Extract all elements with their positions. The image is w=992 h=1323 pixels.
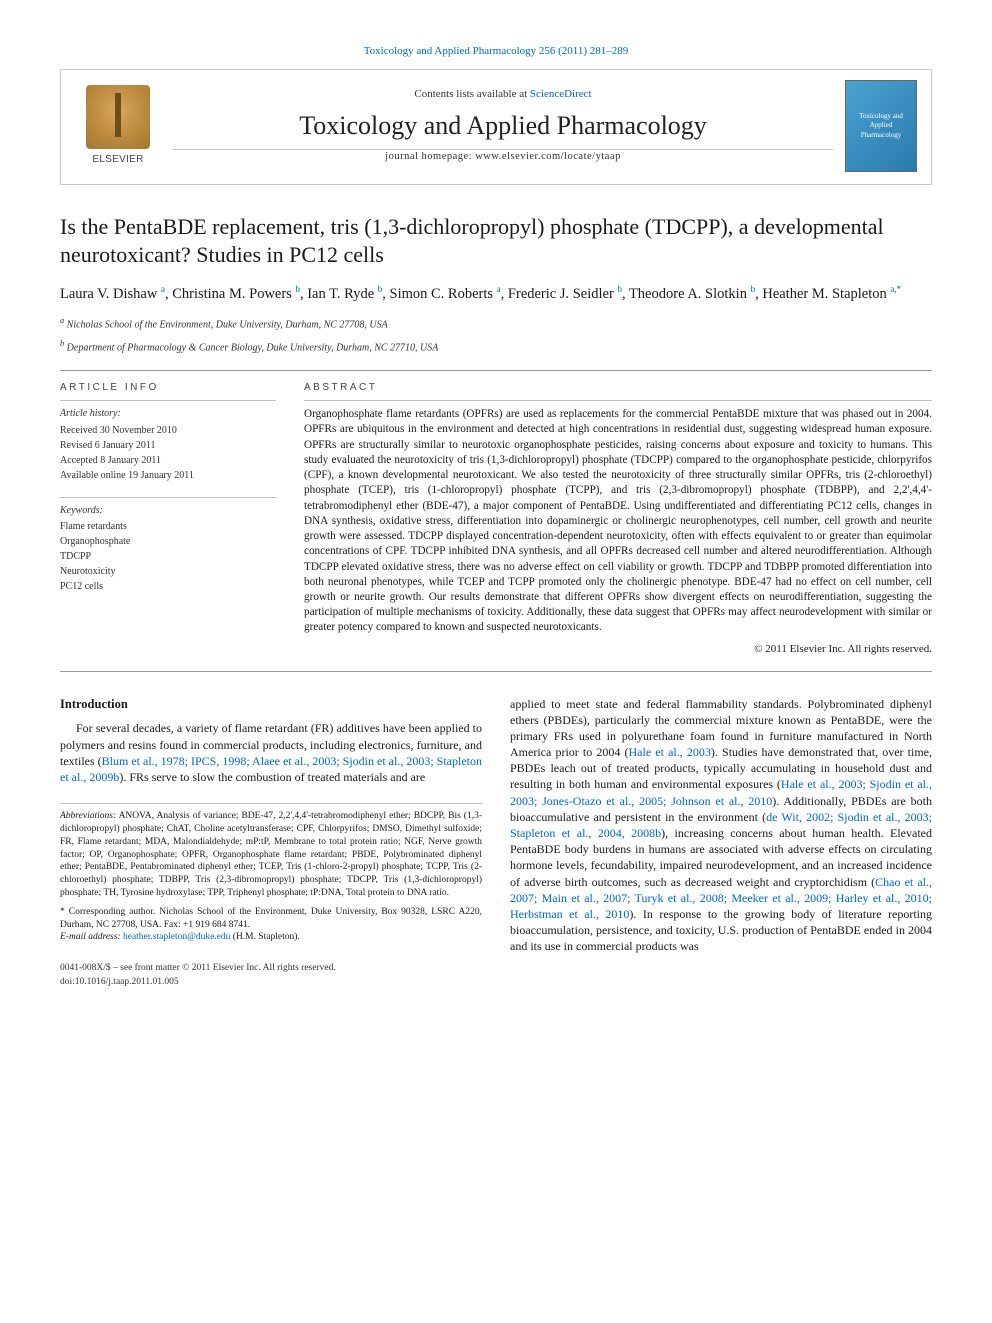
intro-para-1: For several decades, a variety of flame … xyxy=(60,720,482,785)
body-column-left: Introduction For several decades, a vari… xyxy=(60,696,482,989)
affil-sup: a xyxy=(60,316,64,325)
email-line: E-mail address: heather.stapleton@duke.e… xyxy=(60,931,482,944)
abbrev-label: Abbreviations: xyxy=(60,811,116,821)
author-affil-sup: b xyxy=(378,284,383,294)
affiliation: a Nicholas School of the Environment, Du… xyxy=(60,315,932,332)
email-link[interactable]: heather.stapleton@duke.edu xyxy=(123,932,230,942)
author: Simon C. Roberts a xyxy=(390,286,501,302)
abstract-copyright: © 2011 Elsevier Inc. All rights reserved… xyxy=(304,642,932,657)
keywords-block: Keywords: Flame retardantsOrganophosphat… xyxy=(60,497,276,595)
affil-sup: b xyxy=(60,339,64,348)
keyword: Flame retardants xyxy=(60,519,276,534)
journal-title: Toxicology and Applied Pharmacology xyxy=(173,108,833,143)
running-head[interactable]: Toxicology and Applied Pharmacology 256 … xyxy=(60,44,932,59)
abstract-rule xyxy=(304,400,932,401)
article-title: Is the PentaBDE replacement, tris (1,3-d… xyxy=(60,213,932,269)
affiliation: b Department of Pharmacology & Cancer Bi… xyxy=(60,338,932,355)
author-affil-sup: b xyxy=(751,284,756,294)
intro-tail: ). FRs serve to slow the combustion of t… xyxy=(119,770,425,784)
author-affil-sup: b xyxy=(295,284,300,294)
author: Laura V. Dishaw a xyxy=(60,286,165,302)
author: Christina M. Powers b xyxy=(172,286,300,302)
author-affil-sup: b xyxy=(617,284,622,294)
doi-line: doi:10.1016/j.taap.2011.01.005 xyxy=(60,976,482,989)
keyword: PC12 cells xyxy=(60,579,276,594)
abbreviations: Abbreviations: ANOVA, Analysis of varian… xyxy=(60,810,482,900)
footer-meta: 0041-008X/$ – see front matter © 2011 El… xyxy=(60,962,482,989)
email-label: E-mail address: xyxy=(60,932,123,942)
footnotes-block: Abbreviations: ANOVA, Analysis of varian… xyxy=(60,803,482,944)
author-affil-sup: a xyxy=(161,284,165,294)
front-matter-line: 0041-008X/$ – see front matter © 2011 El… xyxy=(60,962,482,975)
keyword: TDCPP xyxy=(60,549,276,564)
citation-link[interactable]: Hale et al., 2003 xyxy=(629,745,711,759)
contents-line: Contents lists available at ScienceDirec… xyxy=(173,87,833,102)
authors-line: Laura V. Dishaw a, Christina M. Powers b… xyxy=(60,283,932,305)
intro-para-2: applied to meet state and federal flamma… xyxy=(510,696,932,955)
corresponding-author: * Corresponding author. Nicholas School … xyxy=(60,906,482,932)
abstract-text: Organophosphate flame retardants (OPFRs)… xyxy=(304,407,932,636)
abbrev-text: ANOVA, Analysis of variance; BDE-47, 2,2… xyxy=(60,811,482,898)
citation-link[interactable]: Hale et al., 2003; Sjodin et al., 2003; … xyxy=(510,777,932,807)
author: Frederic J. Seidler b xyxy=(508,286,622,302)
history-line: Available online 19 January 2011 xyxy=(60,468,276,483)
history-label: Article history: xyxy=(60,407,276,421)
article-info-heading: ARTICLE INFO xyxy=(60,381,276,395)
journal-masthead: ELSEVIER Contents lists available at Sci… xyxy=(60,69,932,185)
author-affil-sup: a,* xyxy=(890,284,901,294)
keywords-label: Keywords: xyxy=(60,504,276,518)
history-line: Accepted 8 January 2011 xyxy=(60,453,276,468)
citation-link[interactable]: Chao et al., 2007; Main et al., 2007; Tu… xyxy=(510,875,932,921)
history-line: Received 30 November 2010 xyxy=(60,423,276,438)
email-tail: (H.M. Stapleton). xyxy=(230,932,299,942)
author: Heather M. Stapleton a,* xyxy=(762,286,901,302)
author: Theodore A. Slotkin b xyxy=(629,286,755,302)
section-rule-bottom xyxy=(60,671,932,672)
corr-text: Corresponding author. Nicholas School of… xyxy=(60,907,482,930)
publisher-label: ELSEVIER xyxy=(92,153,143,167)
citation-link[interactable]: de Wit, 2002; Sjodin et al., 2003; Stapl… xyxy=(510,810,932,840)
keyword: Neurotoxicity xyxy=(60,564,276,579)
author-affil-sup: a xyxy=(497,284,501,294)
journal-homepage: journal homepage: www.elsevier.com/locat… xyxy=(173,150,833,164)
abstract-heading: ABSTRACT xyxy=(304,381,932,395)
history-line: Revised 6 January 2011 xyxy=(60,438,276,453)
section-rule-top xyxy=(60,370,932,371)
article-history-block: Article history: Received 30 November 20… xyxy=(60,400,276,483)
elsevier-tree-icon xyxy=(86,85,150,149)
author: Ian T. Ryde b xyxy=(307,286,382,302)
contents-prefix: Contents lists available at xyxy=(414,88,529,100)
intro-heading: Introduction xyxy=(60,696,482,713)
publisher-logo-block: ELSEVIER xyxy=(75,85,161,167)
keyword: Organophosphate xyxy=(60,534,276,549)
sciencedirect-link[interactable]: ScienceDirect xyxy=(530,88,592,100)
body-column-right: applied to meet state and federal flamma… xyxy=(510,696,932,989)
journal-cover-thumb: Toxicology and Applied Pharmacology xyxy=(845,80,917,172)
